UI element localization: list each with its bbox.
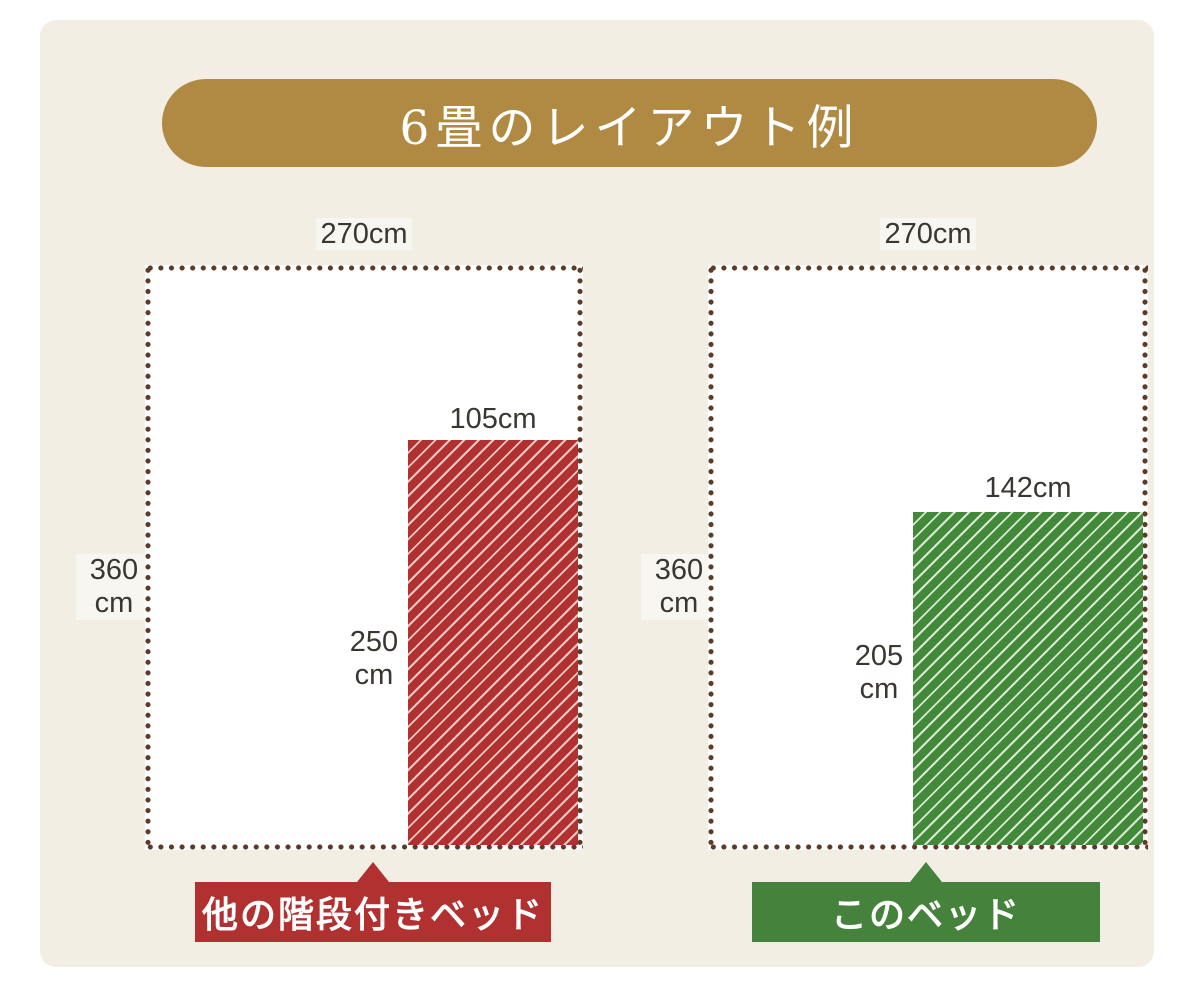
room-b-border-top [708,265,1148,271]
bed-a-hatched-area [408,440,578,845]
room-b-width-label: 270cm [708,218,1148,251]
bed-b-hatched-area [913,512,1143,845]
caption-a: 他の階段付きベッド [195,882,551,942]
room-b-border-bottom [708,844,1148,850]
title-banner: 6畳のレイアウト例 [162,79,1097,167]
caption-b: このベッド [752,882,1100,942]
caption-a-pointer [357,862,389,882]
room-a-width-label: 270cm [145,218,583,251]
room-a-border-left [145,265,151,850]
room-a-border-top [145,265,583,271]
room-b-border-right [1142,265,1148,850]
room-b-border-left [708,265,714,850]
room-a-border-right [577,265,583,850]
caption-b-pointer [910,862,942,882]
room-b-depth-label: 360 cm [641,554,717,620]
bed-b-depth-label: 205 cm [854,640,904,705]
infographic-card: 6畳のレイアウト例 270cm 360 cm 105cm 250 cm 他の階段… [40,20,1154,967]
room-a-depth-label: 360 cm [76,554,152,620]
page-title: 6畳のレイアウト例 [399,100,860,156]
room-a-border-bottom [145,844,583,850]
bed-a-width-label: 105cm [449,403,537,435]
bed-a-depth-label: 250 cm [349,626,399,691]
bed-b-width-label: 142cm [984,472,1072,504]
